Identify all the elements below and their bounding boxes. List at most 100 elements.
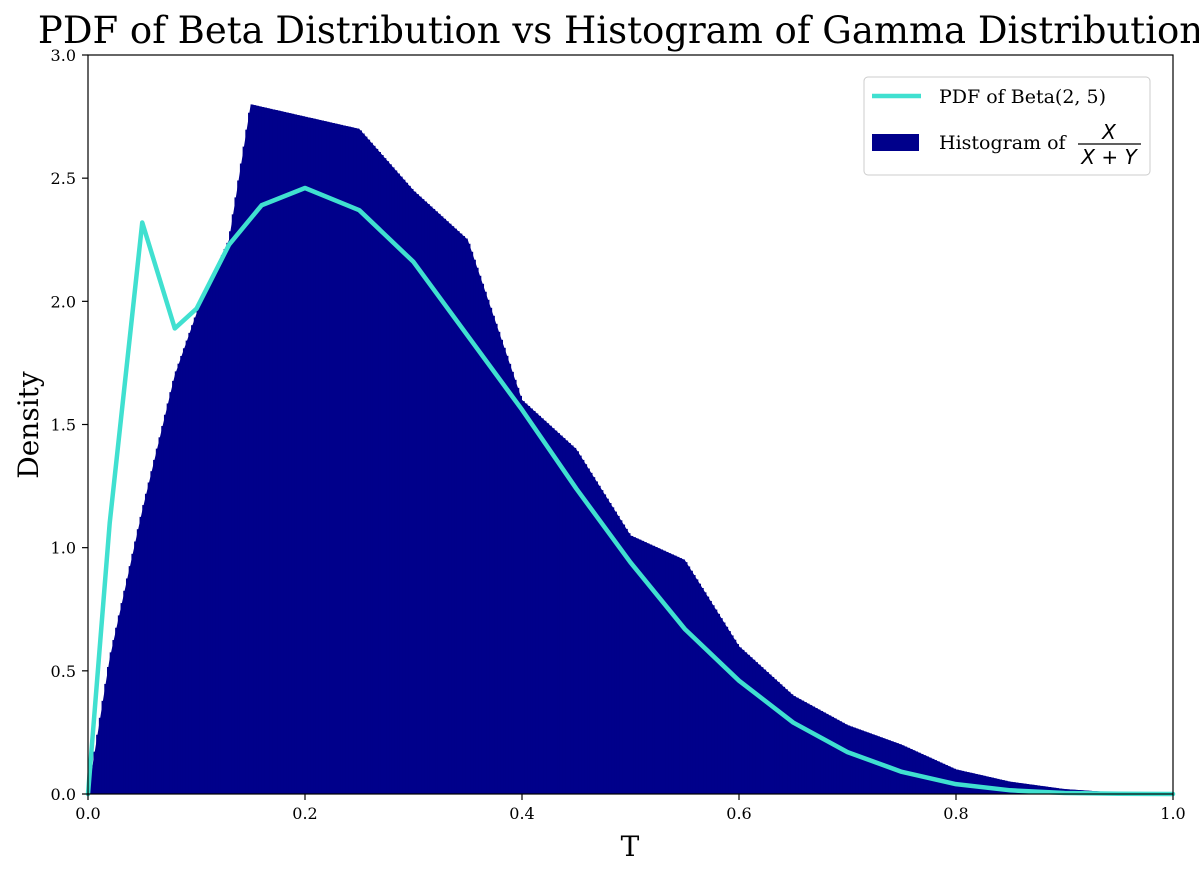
histogram-bin (728, 631, 731, 794)
histogram-bin (421, 199, 425, 795)
histogram-bin (901, 745, 905, 794)
histogram-bin (974, 773, 978, 794)
histogram-bin (199, 304, 202, 794)
histogram-bin (972, 773, 975, 794)
histogram-bin (416, 194, 419, 794)
histogram-bin (923, 755, 927, 794)
histogram-bin (958, 770, 962, 794)
histogram-bin (98, 717, 102, 794)
histogram-bin (983, 775, 986, 794)
histogram-bin (928, 757, 932, 794)
histogram-bin (817, 709, 821, 794)
histogram-bin (679, 558, 683, 794)
histogram-bin (665, 551, 669, 794)
histogram-bin (123, 590, 126, 794)
histogram-bin (408, 185, 411, 795)
legend-box (863, 76, 1151, 176)
histogram-bin (413, 191, 417, 795)
histogram-bin (606, 498, 609, 794)
histogram-bin (161, 426, 164, 794)
histogram-bin (646, 543, 650, 794)
histogram-bin (435, 211, 438, 795)
histogram-bin (625, 528, 628, 794)
histogram-bin (736, 644, 739, 794)
histogram-bin (478, 275, 482, 794)
histogram-bin (467, 243, 471, 794)
histogram-bin (638, 539, 642, 794)
histogram-bin (397, 173, 400, 795)
histogram-bin (150, 471, 154, 794)
histogram-bin (321, 120, 324, 795)
histogram-bin (584, 464, 588, 794)
histogram-bin (603, 494, 607, 794)
histogram-bin (215, 267, 219, 795)
histogram-bin (937, 761, 940, 794)
histogram-bin (351, 127, 354, 795)
histogram-bin (763, 669, 767, 794)
histogram-bin (505, 355, 509, 794)
histogram-bin (939, 762, 943, 794)
histogram-bin (337, 124, 341, 794)
histogram-bin (863, 731, 867, 794)
histogram-bin (701, 588, 704, 794)
histogram-bin (389, 164, 392, 794)
histogram-bin (532, 410, 536, 794)
histogram-bin (256, 105, 259, 794)
histogram-bin (239, 163, 243, 795)
histogram-bin (720, 618, 723, 794)
histogram-bin (543, 420, 547, 794)
histogram-bin (248, 112, 251, 795)
histogram-bin (557, 433, 560, 794)
histogram-bin (985, 776, 989, 794)
histogram-bin (768, 674, 772, 794)
histogram-bin (134, 541, 137, 794)
histogram-bin (600, 490, 604, 794)
histogram-bin (226, 242, 230, 794)
histogram-bin (456, 231, 460, 794)
histogram-bin (673, 555, 677, 794)
histogram-bin (630, 535, 634, 794)
histogram-bin (920, 753, 924, 794)
histogram-bin (774, 679, 777, 794)
histogram-bin (855, 728, 859, 794)
histogram-bin (546, 423, 550, 794)
histogram-bin (378, 151, 381, 795)
x-axis-label: T (621, 830, 640, 863)
histogram-bin (787, 691, 791, 794)
histogram-bin (581, 459, 585, 794)
histogram-bin (101, 700, 105, 794)
histogram-bin (969, 772, 973, 794)
histogram-bin (361, 133, 365, 794)
histogram-bin (999, 779, 1003, 794)
histogram-bin (372, 145, 376, 795)
y-axis-ticks: 0.0 0.5 1.0 1.5 2.0 2.5 3.0 (51, 46, 88, 804)
histogram-bin (926, 756, 929, 794)
histogram-bin (120, 603, 124, 794)
histogram-bin (513, 379, 517, 794)
histogram-bin (93, 751, 97, 794)
histogram-bin (177, 363, 181, 794)
histogram-bin (931, 758, 935, 794)
histogram-bin (511, 371, 514, 794)
histogram-bin (671, 554, 674, 794)
histogram-bin (852, 727, 856, 794)
histogram-bin (850, 726, 853, 794)
histogram-bin (1015, 782, 1019, 794)
histogram-bin (353, 127, 357, 795)
histogram-bin (741, 649, 745, 794)
histogram-bin (237, 180, 240, 795)
histogram-bin (193, 317, 197, 794)
histogram-bin (169, 392, 173, 794)
histogram-bin (619, 520, 623, 794)
histogram-bin (229, 231, 232, 794)
histogram-bin (660, 549, 664, 794)
histogram-bin (980, 775, 984, 794)
histogram-bin (644, 542, 647, 794)
histogram-bin (587, 468, 590, 794)
histogram-bin (220, 255, 224, 794)
histogram-bin (473, 259, 476, 794)
histogram-bin (568, 442, 571, 794)
histogram-bin (562, 438, 566, 794)
histogram-bin (484, 291, 487, 794)
histogram-bin (391, 167, 395, 794)
